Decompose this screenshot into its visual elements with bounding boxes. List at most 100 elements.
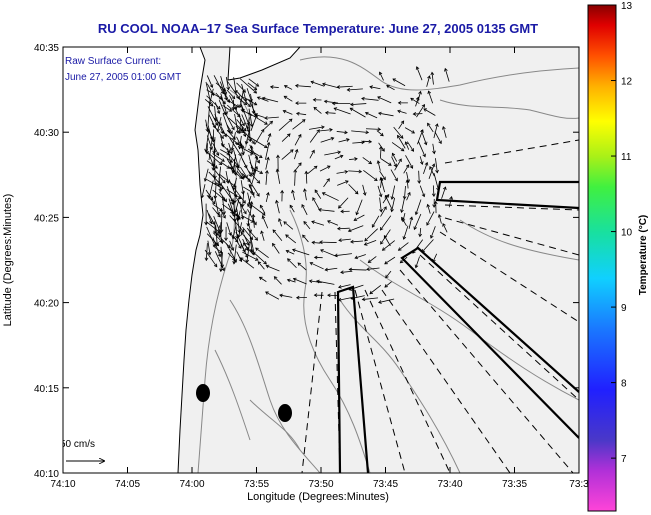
current-vector-head — [287, 258, 291, 262]
current-vector-head — [272, 229, 277, 233]
current-vector — [294, 169, 296, 186]
current-vector — [218, 173, 236, 187]
current-vector — [206, 95, 221, 110]
current-vector — [382, 240, 395, 251]
current-vector-head — [364, 237, 368, 242]
current-vector — [226, 186, 234, 205]
current-vector-head — [254, 165, 259, 170]
current-vector-head — [329, 127, 333, 132]
current-vector — [206, 233, 219, 246]
current-vector — [265, 192, 269, 203]
current-vector-head — [340, 209, 344, 214]
current-vector — [435, 158, 438, 173]
current-vector — [233, 244, 237, 264]
current-vector-head — [366, 267, 370, 272]
current-vector — [383, 235, 391, 247]
current-vector — [287, 258, 297, 269]
current-vector-head — [251, 251, 256, 256]
current-vector — [304, 188, 307, 201]
current-vector — [239, 78, 257, 94]
current-vector — [218, 177, 222, 192]
current-vector — [427, 123, 434, 133]
current-vector — [394, 158, 402, 171]
current-vector-head — [379, 145, 383, 150]
current-vector-head — [295, 111, 300, 116]
current-vector — [231, 132, 236, 151]
current-vector-head — [303, 188, 307, 192]
current-vector-head — [354, 190, 359, 195]
current-vector — [351, 130, 369, 133]
map-area: 50 cm/s — [63, 47, 579, 473]
current-vector — [354, 254, 366, 259]
current-vector-head — [295, 295, 300, 300]
current-vector — [211, 123, 224, 139]
current-vector-head — [368, 160, 373, 165]
current-vector — [319, 165, 331, 172]
current-vector — [293, 278, 307, 285]
current-vector — [219, 222, 222, 238]
current-vector — [242, 186, 254, 194]
current-vector — [366, 267, 380, 270]
current-vector — [208, 213, 215, 225]
current-vector-head — [301, 203, 305, 208]
current-vector — [427, 204, 431, 214]
current-vector — [229, 137, 242, 156]
current-vector — [406, 179, 409, 189]
current-vector — [220, 237, 231, 248]
current-vector — [276, 169, 281, 184]
current-vector — [369, 285, 382, 295]
radial-dashed-lines — [301, 139, 579, 473]
current-vector-head — [404, 141, 409, 146]
current-vector-head — [254, 113, 258, 118]
current-vector-head — [275, 199, 279, 204]
current-vector — [247, 82, 257, 90]
current-vector-head — [423, 108, 427, 112]
current-vector-head — [369, 290, 374, 295]
current-vector-head — [209, 84, 214, 89]
current-vector — [248, 98, 257, 117]
current-vector — [266, 265, 280, 272]
y-tick-label: 40:30 — [34, 128, 59, 139]
current-vector-head — [226, 165, 231, 169]
current-vector — [225, 170, 229, 184]
current-vector-head — [266, 191, 270, 196]
current-vector — [338, 238, 351, 241]
current-vector — [204, 150, 222, 165]
current-vector — [248, 78, 259, 87]
current-vector-head — [225, 180, 230, 184]
current-vector — [262, 97, 279, 103]
current-vector — [283, 110, 293, 115]
current-vector — [227, 252, 236, 261]
current-vector — [234, 106, 245, 126]
current-vector — [309, 150, 315, 159]
current-vector — [213, 174, 217, 186]
current-vector-head — [239, 257, 244, 261]
current-vector-head — [241, 109, 245, 113]
current-vector-head — [432, 150, 436, 155]
current-vector — [349, 284, 364, 291]
current-vector — [401, 217, 407, 227]
current-vector-head — [379, 176, 384, 181]
current-vector-head — [431, 163, 436, 167]
current-vector — [380, 146, 382, 159]
current-vector-head — [209, 146, 213, 151]
current-vector — [241, 214, 254, 223]
current-vector-head — [338, 205, 342, 209]
current-vector-head — [220, 185, 224, 190]
current-vector — [205, 243, 208, 261]
current-vector-head — [353, 217, 358, 221]
current-vector — [406, 192, 411, 201]
colorbar-tick-label: 9 — [621, 303, 627, 314]
current-vector-head — [246, 203, 251, 208]
current-vector-head — [230, 147, 235, 152]
current-vector-head — [426, 203, 431, 208]
current-vector-head — [384, 260, 388, 265]
current-vector — [325, 267, 338, 271]
current-vector-head — [209, 136, 214, 141]
station-dot — [278, 404, 292, 422]
current-vector — [246, 227, 258, 241]
current-vector-head — [240, 175, 245, 180]
current-vector — [365, 128, 381, 130]
current-vector — [251, 166, 258, 184]
current-vector — [222, 113, 230, 133]
